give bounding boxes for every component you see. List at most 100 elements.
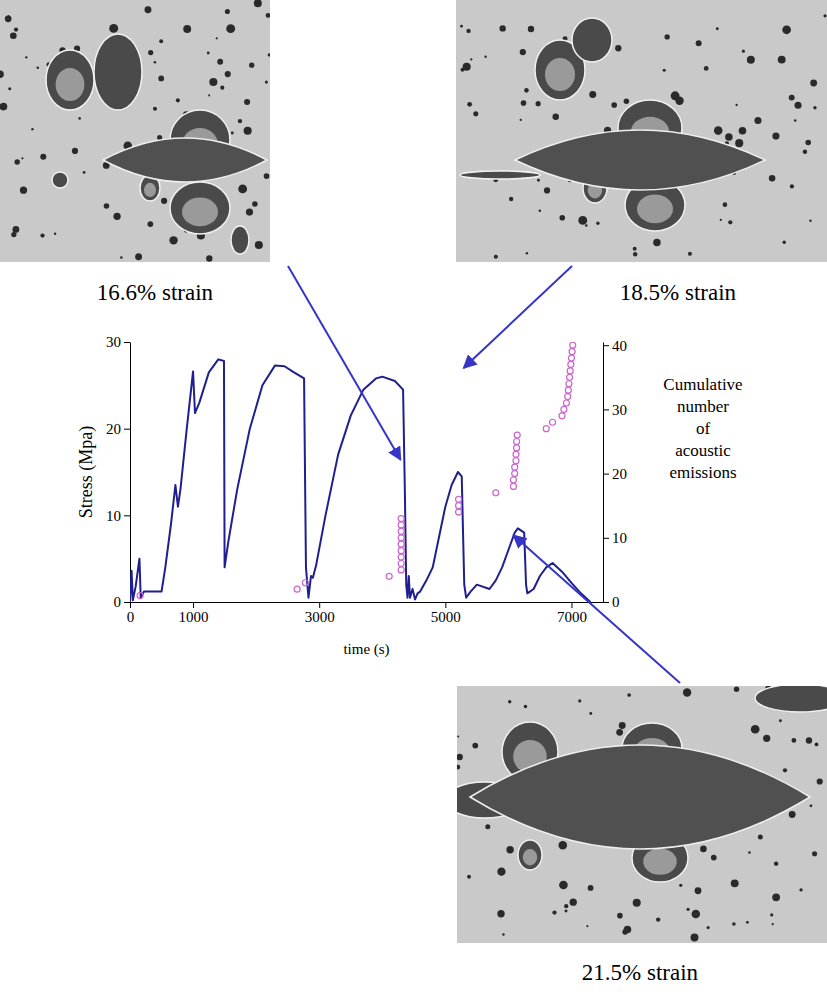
pore (268, 53, 270, 56)
pore (779, 719, 782, 722)
emission-point (550, 419, 556, 425)
crack (470, 745, 810, 849)
pore (467, 102, 472, 107)
emission-point (510, 483, 516, 489)
pore (460, 25, 463, 28)
pore (8, 87, 11, 90)
pore (813, 106, 816, 109)
pore (159, 39, 163, 43)
particle (182, 198, 218, 227)
pore (0, 70, 4, 77)
pore (509, 197, 513, 201)
pore (772, 923, 774, 925)
pore (806, 737, 812, 743)
tick-label: 3000 (305, 609, 335, 625)
pore (552, 114, 558, 120)
tick-mark (603, 602, 609, 603)
emission-point (543, 426, 549, 432)
pore (559, 881, 568, 890)
arrow (513, 535, 680, 683)
pore (520, 49, 526, 55)
tick-label: 0 (612, 594, 620, 610)
pore (720, 219, 722, 221)
pore (747, 56, 755, 64)
pore (524, 88, 529, 93)
axis-line (131, 602, 604, 603)
pore (815, 742, 819, 746)
pore (467, 875, 471, 879)
pore (544, 187, 550, 193)
cavity (94, 34, 142, 110)
cavity (460, 171, 540, 179)
pore (153, 107, 157, 111)
pore (588, 885, 594, 891)
pore (537, 179, 540, 182)
tick-mark (571, 602, 572, 608)
tick-mark (319, 602, 320, 608)
pore (154, 61, 157, 64)
particle (637, 195, 673, 224)
tick-label: 40 (612, 338, 627, 354)
emission-point (565, 394, 571, 400)
pore (723, 202, 728, 207)
pore (716, 27, 719, 30)
pore (104, 203, 110, 209)
pore (754, 117, 761, 124)
pore (497, 910, 504, 917)
pore (619, 722, 626, 729)
pore (528, 26, 534, 32)
pore (739, 127, 747, 135)
tick: 20 (106, 421, 130, 437)
pore (778, 56, 786, 64)
micrograph (457, 686, 827, 943)
micrograph (0, 0, 270, 262)
pore (663, 69, 666, 72)
pore (21, 157, 23, 159)
particle (56, 68, 85, 101)
pore (615, 45, 621, 51)
pore (158, 76, 164, 82)
tick-mark (193, 602, 194, 608)
micrograph-ground (456, 0, 827, 262)
pore (220, 86, 224, 90)
pore (687, 908, 690, 911)
pore (683, 688, 691, 696)
pore (226, 24, 235, 33)
arrow (464, 266, 572, 368)
tick-label: 30 (106, 334, 121, 350)
pore (78, 117, 81, 120)
pore (148, 50, 153, 55)
pore (711, 855, 717, 861)
pore (728, 220, 732, 224)
pore (11, 232, 16, 237)
pore (0, 103, 7, 111)
tick-label: 10 (106, 508, 121, 524)
emission-point (559, 413, 565, 419)
pore (746, 921, 749, 924)
pore (732, 922, 736, 926)
particle (545, 58, 575, 91)
emission-point (567, 374, 573, 380)
tick: 10 (106, 508, 130, 524)
emission-point (513, 458, 519, 464)
micrograph-ground (457, 686, 827, 943)
emission-point (456, 509, 462, 515)
pore (688, 252, 692, 256)
pore (789, 95, 795, 101)
axis-line (603, 343, 604, 603)
pore (751, 725, 760, 734)
pore (714, 126, 723, 135)
pore (810, 804, 813, 807)
tick: 40 (603, 338, 627, 354)
pore (790, 184, 794, 188)
pore (695, 887, 702, 894)
pore (169, 236, 177, 244)
tick: 10 (603, 530, 627, 546)
micrograph (456, 0, 827, 262)
emission-point (302, 580, 308, 586)
pore (147, 221, 153, 227)
particle (643, 848, 677, 874)
tick-mark (603, 409, 609, 410)
tick-mark (124, 602, 130, 603)
pore (176, 98, 180, 102)
